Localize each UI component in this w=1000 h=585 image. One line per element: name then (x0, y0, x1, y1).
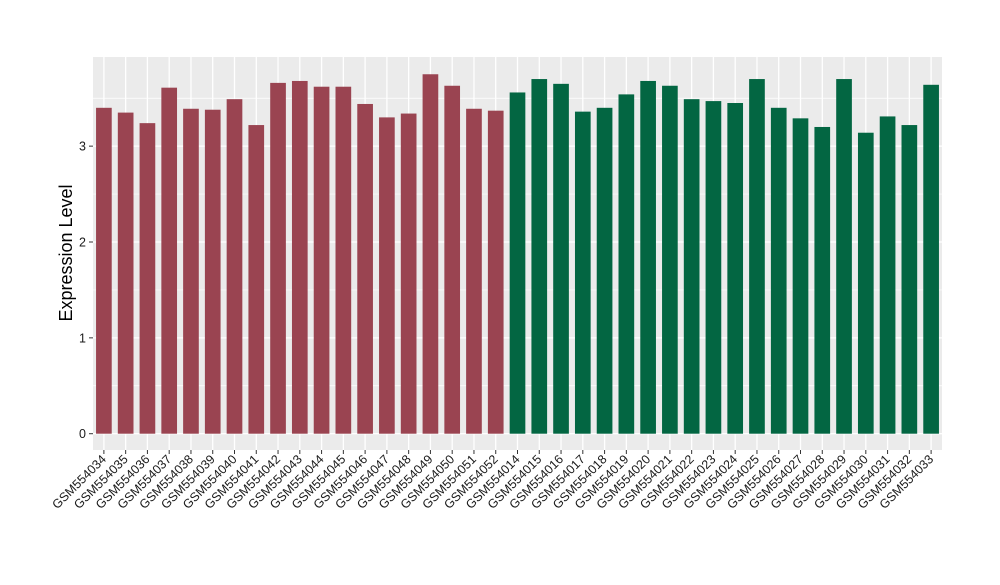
y-tick-label: 3 (79, 140, 86, 154)
y-tick-label: 2 (79, 235, 86, 249)
bar-GSM554022 (683, 99, 700, 434)
bar-GSM554047 (379, 117, 395, 434)
bar-GSM554018 (596, 107, 613, 434)
bar-GSM554039 (204, 109, 221, 434)
bar-GSM554050 (444, 85, 461, 434)
bar-GSM554024 (727, 103, 744, 434)
bar-GSM554023 (705, 101, 722, 434)
bar-GSM554027 (792, 118, 809, 434)
bar-GSM554052 (487, 110, 504, 434)
bar-GSM554046 (357, 103, 373, 434)
bars (96, 74, 939, 434)
bar-GSM554035 (117, 112, 134, 434)
bar-GSM554031 (879, 116, 896, 434)
bar-GSM554042 (270, 82, 286, 434)
bar-GSM554045 (335, 86, 352, 434)
bar-GSM554025 (749, 79, 765, 434)
bar-GSM554032 (901, 125, 918, 434)
bar-GSM554017 (574, 111, 591, 434)
bar-GSM554015 (531, 79, 548, 434)
bar-GSM554043 (291, 80, 308, 434)
bar-GSM554044 (313, 86, 330, 434)
bar-GSM554041 (248, 125, 265, 434)
bar-GSM554029 (836, 79, 852, 434)
bar-GSM554036 (139, 123, 156, 434)
y-axis-title: Expression Level (56, 184, 76, 321)
bar-GSM554038 (183, 108, 199, 434)
bar-GSM554014 (509, 92, 526, 434)
bar-GSM554049 (422, 74, 439, 434)
bar-GSM554040 (226, 99, 243, 434)
y-tick-label: 0 (79, 427, 86, 441)
bar-GSM554030 (857, 132, 874, 434)
bar-GSM554019 (618, 94, 635, 434)
y-tick-label: 1 (79, 331, 86, 345)
bar-GSM554020 (640, 80, 656, 434)
bar-GSM554026 (770, 107, 787, 434)
bar-GSM554021 (662, 85, 678, 434)
y-axis: 0 1 2 3 (79, 140, 93, 441)
bar-GSM554051 (466, 108, 482, 434)
bar-GSM554048 (400, 113, 417, 434)
bar-GSM554028 (814, 126, 831, 434)
bar-GSM554016 (553, 83, 569, 434)
x-axis: GSM554034GSM554035GSM554036GSM554037GSM5… (49, 450, 936, 512)
bar-GSM554037 (161, 87, 178, 434)
bar-GSM554034 (96, 107, 112, 434)
bar-GSM554033 (923, 84, 939, 434)
